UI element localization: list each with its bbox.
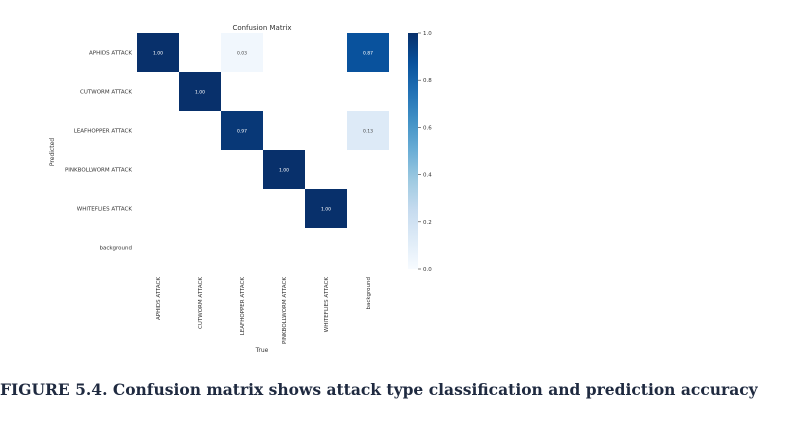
colorbar-tick-label: 0.8 [423,78,432,84]
column-tick-label: PINKBOLLWORM ATTACK [282,277,288,344]
heatmap-cell [347,111,389,150]
row-labels: APHIDS ATTACK CUTWORM ATTACK LEAFHOPPER AT… [65,51,132,252]
chart-title: Confusion Matrix [232,24,291,32]
cell-value-label: 0.13 [363,129,373,135]
row-tick-label: background [99,246,132,252]
heatmap-cell [137,33,179,72]
row-tick-label: LEAFHOPPER ATTACK [74,129,133,135]
colorbar-tick-label: 0.2 [423,220,432,226]
heatmap-cell [305,189,347,228]
heatmap-cell [221,111,263,150]
cell-value-label: 0.03 [237,51,247,57]
row-tick-label: WHITEFLIES ATTACK [77,207,133,213]
cell-value-label: 1.00 [279,168,289,174]
cell-value-label: 1.00 [195,90,205,96]
confusion-matrix-chart: Confusion Matrix Predicted True 1.00 0.03… [49,24,432,354]
colorbar-tick-label: 0.4 [423,173,432,179]
heatmap-cell [263,150,305,189]
column-tick-label: LEAFHOPPER ATTACK [240,277,246,336]
colorbar-ticks: 0.0 0.2 0.4 0.6 0.8 1.0 [418,31,432,273]
colorbar [408,33,418,269]
heatmap-cell [221,33,263,72]
column-tick-label: APHIDS ATTACK [156,277,162,320]
colorbar-tick-label: 0.0 [423,267,432,273]
y-axis-label: Predicted [49,138,56,166]
cell-value-label: 0.87 [363,51,373,57]
column-tick-label: WHITEFLIES ATTACK [324,277,330,333]
column-labels: APHIDS ATTACK CUTWORM ATTACK LEAFHOPPER AT… [156,277,372,344]
figure-caption: FIGURE 5.4. Confusion matrix shows attac… [0,380,758,399]
cell-value-label: 1.00 [321,207,331,213]
column-tick-label: background [366,277,372,310]
colorbar-tick-label: 0.6 [423,125,432,131]
row-tick-label: CUTWORM ATTACK [80,90,132,96]
row-tick-label: PINKBOLLWORM ATTACK [65,168,132,174]
cell-value-label: 0.97 [237,129,247,135]
row-tick-label: APHIDS ATTACK [89,51,132,57]
heatmap-cell [347,33,389,72]
cell-value-label: 1.00 [153,51,163,57]
colorbar-tick-label: 1.0 [423,31,432,37]
x-axis-label: True [255,347,269,354]
heatmap-cell [179,72,221,111]
column-tick-label: CUTWORM ATTACK [198,277,204,329]
heatmap-grid: 1.00 0.03 0.87 1.00 0.97 0.13 1.00 1.00 [137,33,389,228]
